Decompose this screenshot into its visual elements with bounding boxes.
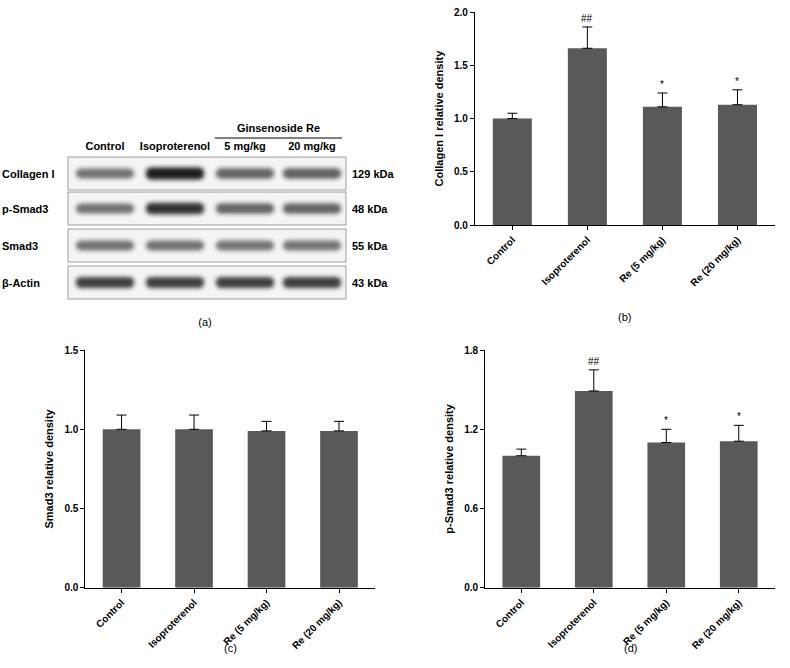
svg-text:1.0: 1.0 <box>64 424 78 435</box>
svg-text:1.5: 1.5 <box>454 60 468 71</box>
svg-text:Re (5 mg/kg): Re (5 mg/kg) <box>221 597 271 647</box>
svg-text:Smad3: Smad3 <box>2 240 38 252</box>
svg-text:Control: Control <box>85 140 124 152</box>
svg-text:129 kDa: 129 kDa <box>352 168 394 180</box>
svg-text:(a): (a) <box>198 316 211 328</box>
svg-text:Control: Control <box>493 597 526 630</box>
svg-text:1.0: 1.0 <box>454 113 468 124</box>
svg-text:Isoproterenol: Isoproterenol <box>539 234 592 287</box>
svg-text:0.0: 0.0 <box>464 582 478 593</box>
svg-text:Re (20 mg/kg): Re (20 mg/kg) <box>290 597 344 651</box>
svg-text:Isoproterenol: Isoproterenol <box>140 140 210 152</box>
svg-text:1.2: 1.2 <box>464 424 478 435</box>
svg-text:0.5: 0.5 <box>64 503 78 514</box>
svg-text:p-Smad3 relative density: p-Smad3 relative density <box>443 403 455 533</box>
svg-text:Re (20 mg/kg): Re (20 mg/kg) <box>690 597 744 651</box>
svg-text:p-Smad3: p-Smad3 <box>2 203 48 215</box>
svg-text:20 mg/kg: 20 mg/kg <box>288 140 336 152</box>
svg-text:Isoproterenol: Isoproterenol <box>146 597 199 650</box>
svg-text:##: ## <box>581 13 593 24</box>
svg-text:0.5: 0.5 <box>454 166 468 177</box>
svg-text:55 kDa: 55 kDa <box>352 240 388 252</box>
svg-text:Isoproterenol: Isoproterenol <box>546 597 599 650</box>
svg-text:*: * <box>735 76 739 87</box>
svg-text:2.0: 2.0 <box>454 7 468 18</box>
svg-text:(b): (b) <box>618 311 631 323</box>
svg-text:48 kDa: 48 kDa <box>352 203 388 215</box>
svg-text:5 mg/kg: 5 mg/kg <box>224 140 266 152</box>
svg-text:Re (5 mg/kg): Re (5 mg/kg) <box>621 597 671 647</box>
svg-text:Collagen I: Collagen I <box>2 168 55 180</box>
svg-text:0.6: 0.6 <box>464 503 478 514</box>
svg-text:Control: Control <box>484 234 517 267</box>
svg-text:*: * <box>660 79 664 90</box>
svg-text:Re (20 mg/kg): Re (20 mg/kg) <box>688 234 742 288</box>
svg-text:(d): (d) <box>624 642 637 654</box>
svg-text:1.8: 1.8 <box>464 345 478 356</box>
svg-text:Re (5 mg/kg): Re (5 mg/kg) <box>617 234 667 284</box>
svg-text:(c): (c) <box>224 642 237 654</box>
svg-text:43 kDa: 43 kDa <box>352 277 388 289</box>
svg-text:Control: Control <box>94 597 127 630</box>
svg-text:Collagen I relative density: Collagen I relative density <box>433 50 445 187</box>
svg-text:β-Actin: β-Actin <box>2 277 40 289</box>
svg-text:1.5: 1.5 <box>64 345 78 356</box>
svg-text:##: ## <box>588 356 600 367</box>
svg-text:*: * <box>737 411 741 422</box>
svg-text:Ginsenoside Re: Ginsenoside Re <box>237 122 320 134</box>
svg-text:0.0: 0.0 <box>454 220 468 231</box>
svg-text:0.0: 0.0 <box>64 582 78 593</box>
svg-text:*: * <box>664 415 668 426</box>
svg-text:Smad3 relative density: Smad3 relative density <box>43 408 55 528</box>
